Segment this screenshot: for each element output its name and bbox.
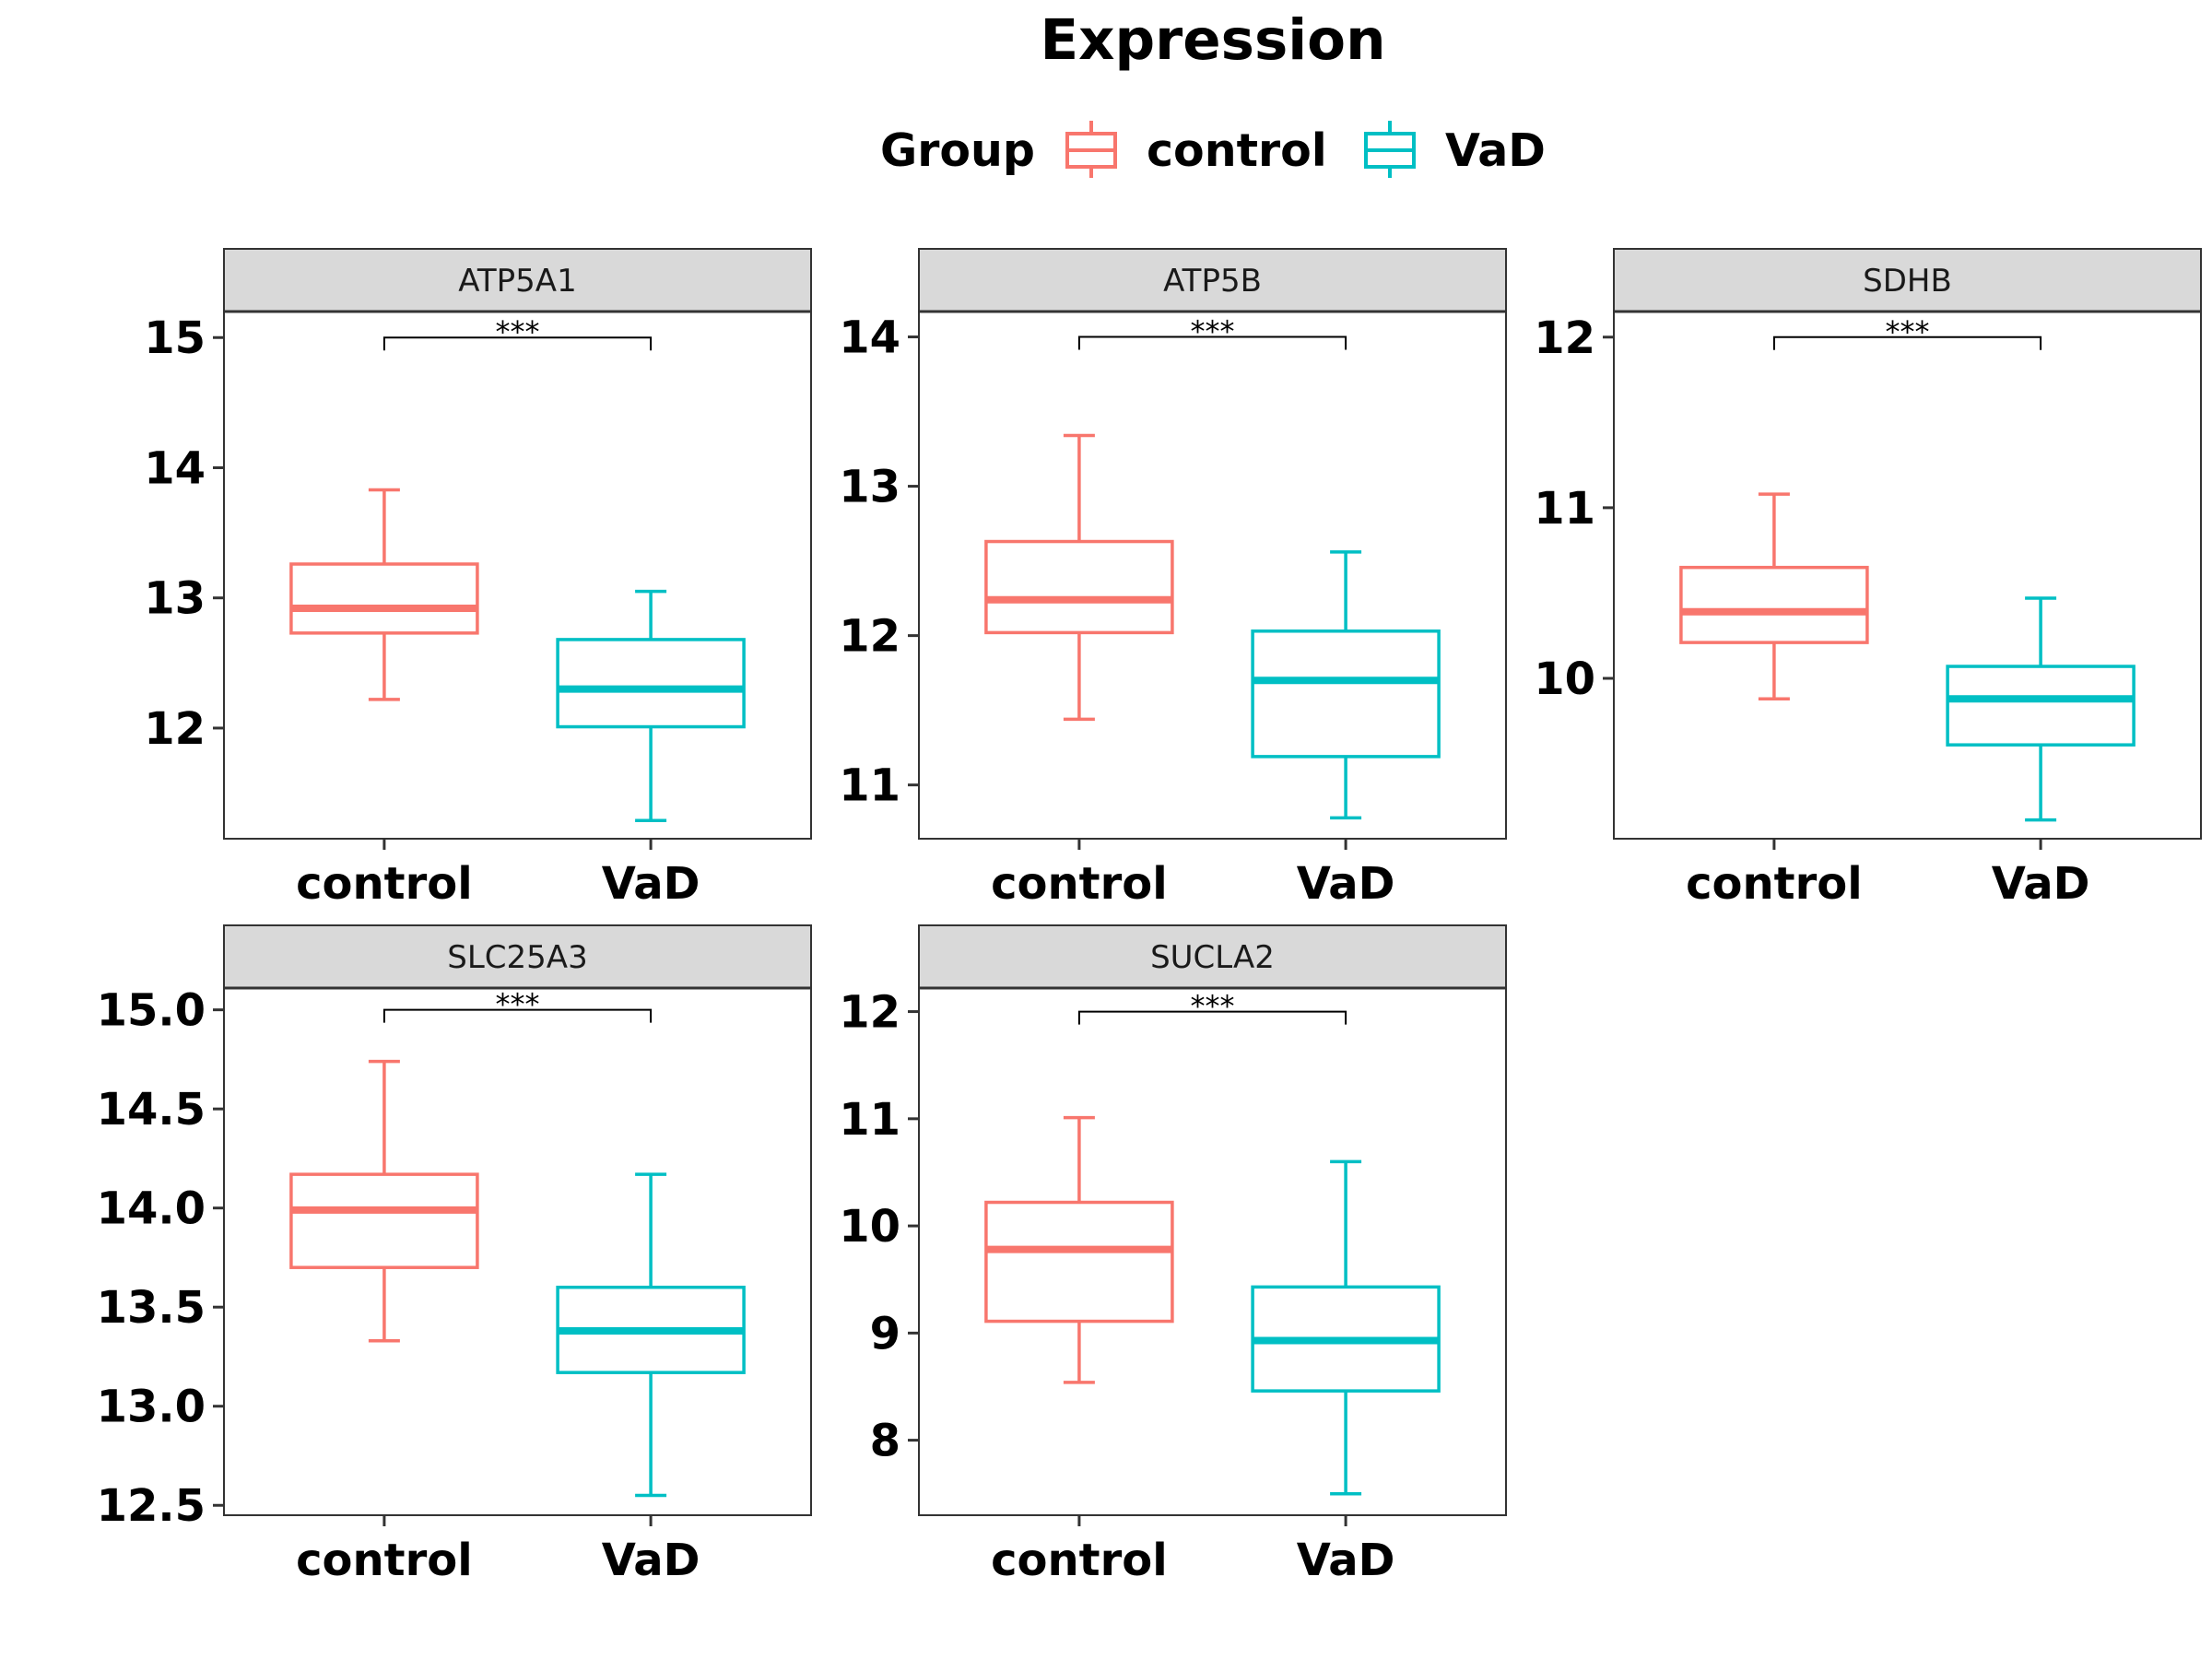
legend-label-vad: VaD — [1445, 124, 1546, 177]
y-tick-label: 10 — [839, 1201, 900, 1253]
iqr-box — [289, 1172, 479, 1269]
x-tick-label-control: control — [1686, 858, 1863, 910]
box-vad — [1946, 596, 2136, 822]
y-tick-label: 13.0 — [97, 1382, 206, 1433]
significance-label: *** — [496, 987, 540, 1022]
significance-label: *** — [1191, 989, 1235, 1024]
significance-bracket — [1077, 335, 1347, 350]
y-tick-label: 15 — [144, 312, 206, 364]
legend: Group control VaD — [880, 121, 1546, 178]
significance-bracket — [1077, 1010, 1347, 1025]
y-tick-label: 9 — [870, 1308, 900, 1359]
strip-label-sdhb: SDHB — [1863, 263, 1952, 300]
significance-label: *** — [496, 314, 540, 349]
x-tick-label-control: control — [296, 858, 473, 910]
strip-background — [918, 924, 1507, 989]
x-tick-label-control: control — [991, 1535, 1168, 1586]
iqr-box — [289, 562, 479, 635]
y-tick-label: 10 — [1534, 653, 1595, 705]
significance-bracket — [382, 336, 653, 351]
y-tick-label: 12 — [144, 703, 206, 755]
legend-key-control — [1065, 121, 1117, 178]
y-tick-label: 14 — [144, 442, 206, 494]
box-control — [984, 433, 1174, 722]
box-control — [1679, 492, 1869, 700]
y-tick-label: 11 — [1534, 483, 1595, 535]
panel-border — [1613, 311, 2202, 840]
legend-key-vad — [1364, 121, 1416, 178]
strip-background — [223, 248, 812, 312]
y-tick-label: 14.0 — [97, 1183, 206, 1235]
iqr-box — [1679, 565, 1869, 644]
iqr-box — [984, 539, 1174, 635]
x-tick-label-vad: VaD — [1297, 1535, 1395, 1586]
x-tick-label-control: control — [296, 1535, 473, 1586]
y-tick-label: 13 — [839, 462, 900, 513]
x-tick-label-vad: VaD — [602, 1535, 700, 1586]
box-vad — [556, 589, 746, 822]
facet-panel-sucla2: SUCLA2 8 9 10 11 12 control VaD *** — [839, 924, 1507, 1586]
iqr-box — [1946, 665, 2136, 747]
panel-border — [918, 311, 1507, 840]
x-tick-label-vad: VaD — [602, 858, 700, 910]
box-control — [289, 488, 479, 701]
strip-label-slc25a3: SLC25A3 — [447, 939, 587, 976]
y-tick-label: 11 — [839, 1094, 900, 1146]
y-tick-label: 14 — [839, 312, 900, 364]
facet-panel-atp5b: ATP5B 11 12 13 14 control VaD *** — [839, 248, 1507, 910]
facet-panels: ATP5A1 12 13 14 15 control VaD *** ATP5B 11 12 13 14… — [97, 248, 2202, 1586]
box-vad — [1251, 1159, 1441, 1496]
panel-border — [223, 987, 812, 1516]
strip-label-sucla2: SUCLA2 — [1150, 939, 1275, 976]
significance-bracket — [1772, 335, 2042, 350]
facet-panel-atp5a1: ATP5A1 12 13 14 15 control VaD *** — [144, 248, 812, 910]
significance-label: *** — [1191, 314, 1235, 349]
iqr-box — [984, 1200, 1174, 1324]
box-control — [984, 1115, 1174, 1384]
facet-panel-slc25a3: SLC25A3 12.5 13.0 13.5 14.0 14.5 15.0 control Va… — [97, 924, 812, 1586]
y-tick-label: 8 — [870, 1416, 900, 1467]
strip-label-atp5b: ATP5B — [1163, 263, 1262, 300]
y-tick-label: 11 — [839, 760, 900, 812]
strip-background — [223, 924, 812, 989]
strip-label-atp5a1: ATP5A1 — [458, 263, 576, 300]
y-tick-label: 13.5 — [97, 1282, 206, 1334]
legend-label-control: control — [1147, 124, 1327, 177]
y-tick-label: 12 — [839, 611, 900, 663]
iqr-box — [1251, 629, 1441, 759]
x-tick-label-control: control — [991, 858, 1168, 910]
chart-title: Expression — [1041, 7, 1386, 73]
box-vad — [1251, 550, 1441, 820]
y-tick-label: 15.0 — [97, 985, 206, 1037]
panel-border — [223, 311, 812, 840]
y-tick-label: 12 — [1534, 312, 1595, 364]
y-tick-label: 13 — [144, 573, 206, 625]
facet-panel-sdhb: SDHB 10 11 12 control VaD *** — [1534, 248, 2202, 910]
significance-bracket — [382, 1008, 653, 1023]
box-control — [289, 1059, 479, 1343]
iqr-box — [556, 638, 746, 729]
panel-border — [918, 987, 1507, 1516]
legend-title: Group — [880, 124, 1035, 177]
strip-background — [918, 248, 1507, 312]
significance-label: *** — [1886, 314, 1930, 349]
box-vad — [556, 1172, 746, 1498]
y-tick-label: 14.5 — [97, 1084, 206, 1135]
x-tick-label-vad: VaD — [1297, 858, 1395, 910]
x-tick-label-vad: VaD — [1992, 858, 2090, 910]
y-tick-label: 12.5 — [97, 1480, 206, 1532]
y-tick-label: 12 — [839, 987, 900, 1039]
